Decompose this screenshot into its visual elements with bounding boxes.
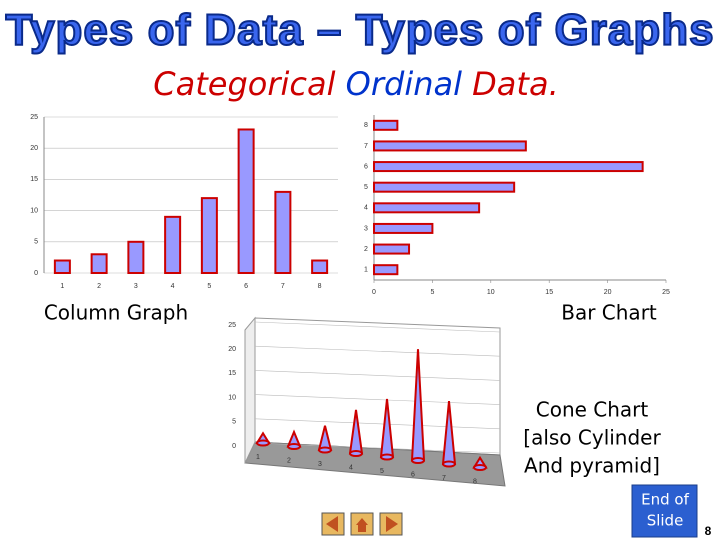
y-tick-label: 7 [364, 143, 368, 150]
x-tick-label: 3 [134, 283, 138, 290]
x-tick-label: 7 [442, 475, 446, 482]
x-tick-label: 1 [256, 454, 260, 461]
y-tick-label: 3 [364, 225, 368, 232]
grid-line [254, 345, 501, 357]
y-tick-label: 20 [30, 145, 38, 152]
x-tick-label: 4 [171, 283, 175, 290]
chart-label: Column Graph [44, 301, 188, 325]
cone-base [411, 457, 425, 464]
x-tick-label: 25 [662, 289, 670, 296]
bar [53, 259, 71, 274]
slide-subtitle: Categorical Ordinal Data. [153, 65, 558, 103]
x-tick-label: 3 [318, 461, 322, 468]
y-tick-label: 6 [364, 163, 368, 170]
slide-title: Types of Data – Types of Graphs [5, 6, 714, 55]
bar [373, 161, 644, 173]
cone-base [349, 450, 363, 457]
x-tick-label: 15 [545, 289, 553, 296]
grid-line [254, 394, 501, 405]
y-tick-label: 5 [34, 239, 38, 246]
side-wall [244, 316, 256, 464]
bar [237, 128, 255, 274]
grid-line [254, 321, 501, 333]
cone-base [442, 460, 456, 468]
bar [373, 181, 516, 193]
bar [274, 190, 292, 275]
nav-buttons [321, 512, 403, 536]
y-tick-label: 4 [364, 205, 368, 212]
icon [386, 516, 398, 532]
y-tick-label: 25 [30, 114, 38, 121]
cone-base [287, 443, 301, 450]
y-tick-label: 0 [34, 270, 38, 277]
x-tick-label: 5 [380, 468, 384, 475]
y-tick-label: 5 [232, 419, 236, 426]
button-label: End of [641, 491, 689, 509]
icon [356, 518, 368, 532]
x-tick-label: 4 [349, 464, 353, 471]
y-tick-label: 1 [364, 267, 368, 274]
y-tick-label: 2 [364, 246, 368, 253]
x-tick-label: 8 [318, 283, 322, 290]
y-tick-label: 10 [228, 394, 236, 401]
y-tick-label: 25 [228, 322, 236, 329]
chart-label: Cone Chart [536, 398, 649, 422]
chart-label: [also Cylinder [523, 426, 661, 450]
bar [200, 197, 218, 274]
y-tick-label: 0 [232, 443, 236, 450]
y-tick-label: 10 [30, 207, 38, 214]
cone-base [473, 464, 487, 471]
subtitle-part: Ordinal [346, 65, 462, 103]
x-tick-label: 6 [244, 283, 248, 290]
y-tick-label: 20 [228, 346, 236, 353]
bar [373, 202, 481, 214]
y-tick-label: 8 [364, 122, 368, 129]
back-wall [254, 317, 501, 456]
x-tick-label: 5 [430, 289, 434, 296]
y-tick-label: 15 [30, 176, 38, 183]
chart-label: And pyramid] [524, 454, 660, 478]
bar [90, 253, 108, 274]
x-tick-label: 6 [411, 471, 415, 478]
bar [373, 243, 411, 255]
x-tick-label: 5 [207, 283, 211, 290]
subtitle-part: Categorical [153, 65, 335, 103]
x-tick-label: 1 [60, 283, 64, 290]
cone-base [256, 439, 270, 447]
grid-line [254, 418, 501, 430]
x-tick-label: 2 [97, 283, 101, 290]
cone-base [318, 446, 332, 454]
bar [127, 240, 145, 275]
x-tick-label: 2 [287, 457, 291, 464]
grid-line [254, 370, 501, 381]
y-tick-label: 15 [228, 370, 236, 377]
bar [373, 140, 527, 152]
x-tick-label: 20 [604, 289, 612, 296]
y-tick-label: 5 [364, 184, 368, 191]
button-label: Slide [647, 512, 684, 530]
x-tick-label: 7 [281, 283, 285, 290]
bar [164, 215, 182, 274]
x-tick-label: 0 [372, 289, 376, 296]
cone-base [380, 453, 394, 461]
end-slide-button[interactable] [631, 484, 698, 538]
bar [373, 119, 399, 131]
page-number: 8 [705, 524, 712, 538]
x-tick-label: 8 [473, 478, 477, 485]
x-tick-label: 10 [487, 289, 495, 296]
bar [373, 264, 399, 276]
subtitle-part: Data. [472, 65, 559, 103]
chart-label: Bar Chart [561, 301, 657, 325]
bar [373, 222, 434, 234]
bar [311, 259, 329, 274]
icon [326, 516, 338, 532]
